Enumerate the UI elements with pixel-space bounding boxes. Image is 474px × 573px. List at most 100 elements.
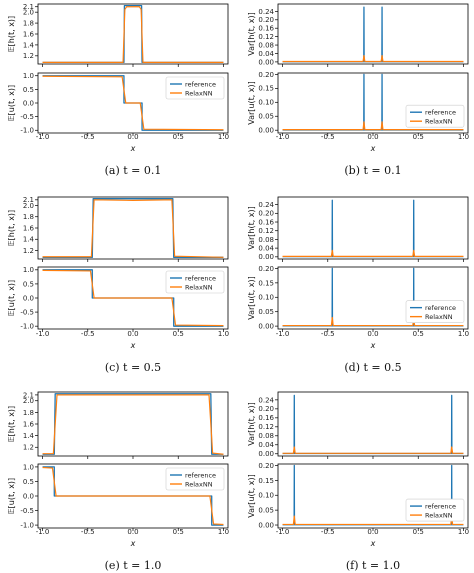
y-tick-label: -0.5: [20, 507, 34, 515]
legend-label-relaxnn: RelaxNN: [185, 283, 213, 291]
x-tick-label: 0.5: [413, 133, 424, 141]
subplot-c-bottom: -1.0 -0.5 0.0 0.5 1.0 -1.0 -0.5 0.0 0.5 1.0 𝔼[u(t,…: [7, 266, 229, 338]
legend-label-relaxnn: RelaxNN: [425, 511, 453, 519]
plot-frame: [37, 196, 229, 260]
x-tick-label: -0.5: [321, 528, 335, 536]
series-line-reference: [42, 4, 224, 64]
x-tick-label: 0.0: [367, 133, 378, 141]
y-tick-label: 0.00: [258, 127, 274, 135]
y-tick-label: 0.24: [258, 8, 274, 16]
panel-c: 1.2 1.4 1.6 1.8 2.02.1 𝔼[h(t, x)] -1.0 -0.5 0.0 0…: [7, 196, 229, 374]
x-axis-label: x: [130, 144, 136, 153]
y-tick-label: 0.12: [258, 227, 274, 235]
x-tick-label: -1.0: [36, 330, 50, 338]
series-line-relaxnn: [42, 394, 224, 455]
y-tick-label: 2.1: [23, 391, 34, 399]
legend-label-relaxnn: RelaxNN: [185, 89, 213, 97]
legend-label-reference: reference: [185, 274, 216, 282]
legend-label-reference: reference: [425, 304, 456, 312]
y-axis-label: 𝔼[h(t, x)]: [7, 210, 16, 246]
y-tick-label: 0.0: [23, 492, 34, 500]
x-tick-label: 0.5: [173, 330, 184, 338]
y-axis-label: Var[u(t, x)]: [247, 81, 256, 125]
y-tick-label: 1.4: [23, 236, 35, 244]
subplot-a-top: 1.2 1.4 1.6 1.8 2.02.1 𝔼[h(t, x)]: [7, 3, 229, 67]
series-line-relaxnn: [282, 515, 464, 526]
y-tick-label: 0.00: [258, 450, 274, 458]
y-tick-label: 1.6: [23, 420, 35, 428]
x-tick-label: 0.0: [367, 330, 378, 338]
x-tick-label: -0.5: [81, 330, 95, 338]
x-axis-label: x: [370, 539, 376, 548]
x-tick-label: -0.5: [321, 330, 335, 338]
y-tick-label: -0.5: [20, 113, 34, 121]
y-tick-label: 0.08: [258, 236, 274, 244]
x-tick-label: -0.5: [81, 528, 95, 536]
x-axis-label: x: [130, 539, 136, 548]
y-tick-label: 0.15: [258, 477, 274, 485]
y-tick-label: 0.5: [23, 280, 34, 288]
y-tick-label: 0.15: [258, 279, 274, 287]
x-tick-label: 0.0: [127, 133, 138, 141]
plot-frame: [37, 391, 229, 457]
series-line-relaxnn: [42, 75, 224, 131]
y-tick-label: 0.5: [23, 86, 34, 94]
panel-caption: (f) t = 1.0: [346, 559, 400, 572]
panel-e: 1.2 1.4 1.6 1.8 2.02.1 𝔼[h(t, x)] -1.0 -0.5 0.0 0…: [7, 391, 229, 572]
y-tick-label: 0.15: [258, 85, 274, 93]
plot-frame: [277, 196, 469, 260]
y-tick-label: 0.0: [23, 294, 34, 302]
y-tick-label: 1.8: [23, 213, 34, 221]
y-tick-label: 1.4: [23, 432, 35, 440]
y-tick-label: 2.1: [23, 3, 34, 11]
series-line-reference: [42, 393, 224, 455]
x-axis-label: x: [370, 341, 376, 350]
y-tick-label: 0.10: [258, 492, 274, 500]
legend-label-reference: reference: [185, 471, 216, 479]
y-tick-label: 1.8: [23, 19, 34, 27]
panel-caption: (d) t = 0.5: [344, 361, 401, 374]
y-tick-label: 0.04: [258, 441, 274, 449]
y-axis-label: Var[h(t, x)]: [247, 12, 256, 56]
y-tick-label: 0.16: [258, 414, 274, 422]
x-tick-label: 0.0: [127, 330, 138, 338]
legend-label-reference: reference: [185, 80, 216, 88]
subplot-e-top: 1.2 1.4 1.6 1.8 2.02.1 𝔼[h(t, x)]: [7, 391, 229, 459]
y-tick-label: 1.6: [23, 30, 35, 38]
y-tick-label: 1.2: [23, 52, 34, 60]
y-tick-label: 0.10: [258, 294, 274, 302]
y-tick-label: 0.20: [258, 462, 274, 470]
series-line-relaxnn: [282, 54, 464, 63]
y-tick-label: 1.2: [23, 247, 34, 255]
x-tick-label: 0.0: [367, 528, 378, 536]
plot-frame: [37, 3, 229, 65]
series-line-relaxnn: [282, 121, 464, 131]
panel-a: 1.2 1.4 1.6 1.8 2.02.1 𝔼[h(t, x)] -1.0 -0.5 0.0 0…: [7, 3, 229, 177]
panel-caption: (e) t = 1.0: [105, 559, 162, 572]
y-tick-label: 0.0: [23, 99, 34, 107]
y-tick-label: 0.04: [258, 245, 274, 253]
x-tick-label: 0.5: [413, 330, 424, 338]
y-tick-label: 0.00: [258, 323, 274, 331]
y-tick-label: 0.00: [258, 521, 274, 529]
y-tick-label: 0.16: [258, 25, 274, 33]
y-tick-label: 1.0: [23, 266, 34, 274]
x-tick-label: 0.5: [413, 528, 424, 536]
y-axis-label: Var[u(t, x)]: [247, 474, 256, 518]
x-tick-label: 0.5: [173, 133, 184, 141]
y-tick-label: 0.5: [23, 478, 34, 486]
y-tick-label: 0.04: [258, 50, 274, 58]
y-axis-label: 𝔼[u(t, x)]: [7, 85, 16, 121]
series-line-relaxnn: [282, 446, 464, 454]
x-tick-label: -1.0: [36, 133, 50, 141]
y-tick-label: 1.0: [23, 72, 34, 80]
y-tick-label: 1.4: [23, 41, 35, 49]
x-tick-label: 1.0: [218, 133, 229, 141]
